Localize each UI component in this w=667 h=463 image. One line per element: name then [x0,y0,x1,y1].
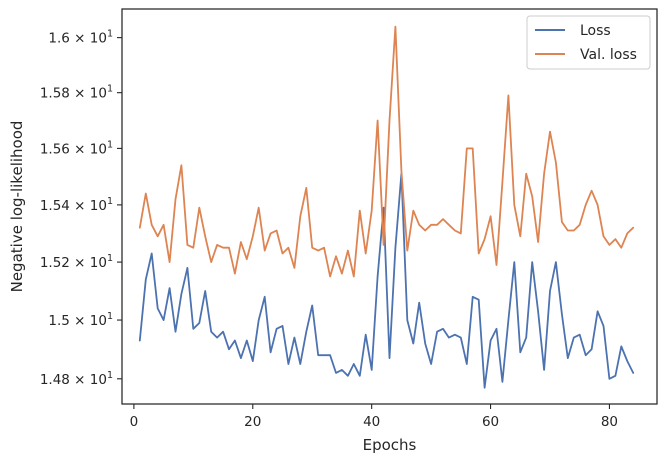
legend-label-loss: Loss [580,23,611,39]
y-tick-label: 1.54 × 101 [40,196,113,214]
x-tick-label: 20 [244,414,261,430]
y-tick-label: 1.48 × 101 [40,370,113,388]
series-line-loss [138,172,635,389]
x-tick-label: 0 [130,414,139,430]
y-tick-label: 1.58 × 101 [40,84,113,102]
y-tick-label: 1.6 × 101 [48,29,113,47]
plot-frame [121,8,658,405]
x-axis: 0 20 40 60 80 [130,404,618,430]
y-tick-label: 1.56 × 101 [40,139,113,157]
x-tick-label: 80 [601,414,618,430]
legend: Loss Val. loss [526,15,651,70]
y-axis: 1.48 × 101 1.5 × 101 1.52 × 101 1.54 × 101 1… [40,29,122,388]
series-line-val-loss [138,25,635,278]
x-tick-label: 60 [482,414,499,430]
y-tick-label: 1.5 × 101 [48,311,113,329]
y-axis-label: Negative log-likelihood [8,121,26,293]
x-tick-label: 40 [363,414,380,430]
x-axis-label: Epochs [363,436,417,454]
y-tick-label: 1.52 × 101 [40,253,113,271]
legend-label-val-loss: Val. loss [580,47,637,63]
series-layer [138,25,635,389]
